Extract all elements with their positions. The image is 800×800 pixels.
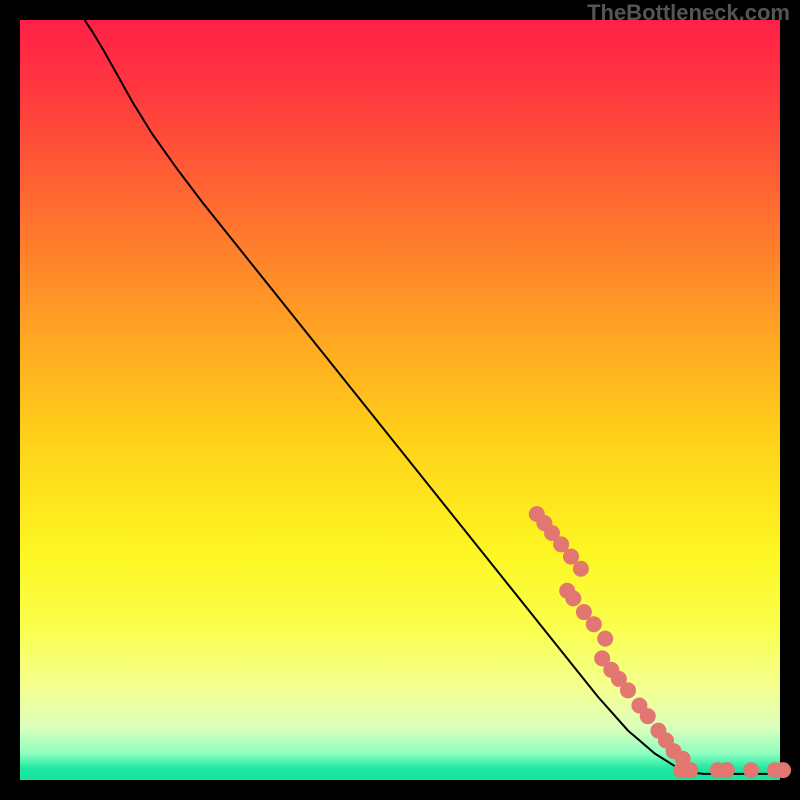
chart-svg <box>20 20 780 780</box>
marker-dot <box>719 762 735 778</box>
curve-line <box>85 20 780 774</box>
marker-dot <box>682 762 698 778</box>
marker-dot <box>743 762 759 778</box>
marker-dot <box>597 631 613 647</box>
plot-area <box>20 20 780 780</box>
chart-container: TheBottleneck.com <box>0 0 800 800</box>
marker-dot <box>640 708 656 724</box>
marker-dot <box>586 616 602 632</box>
marker-group <box>529 506 791 778</box>
marker-dot <box>573 561 589 577</box>
marker-dot <box>565 590 581 606</box>
marker-dot <box>775 762 791 778</box>
marker-dot <box>620 682 636 698</box>
watermark-text: TheBottleneck.com <box>587 0 790 26</box>
